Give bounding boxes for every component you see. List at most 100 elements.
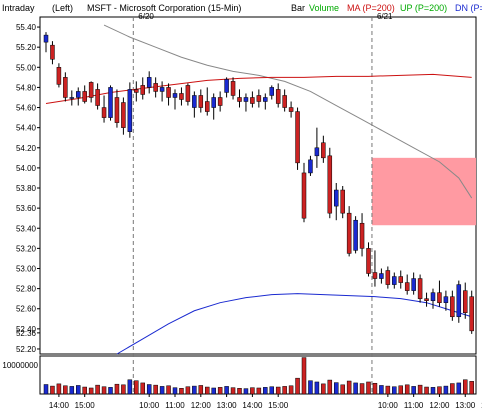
volume-bar bbox=[327, 379, 333, 395]
candle-body bbox=[263, 97, 268, 102]
time-tick-label: 13:00 bbox=[455, 401, 476, 410]
candle-body bbox=[385, 270, 391, 285]
price-tick-label: 53.00 bbox=[16, 264, 37, 273]
volume-bar bbox=[404, 384, 410, 395]
candle-body bbox=[359, 222, 365, 249]
candle-body bbox=[172, 93, 178, 98]
volume-bar bbox=[443, 385, 449, 395]
candle-body bbox=[205, 101, 210, 112]
date-marker-label: 6/21 bbox=[377, 12, 393, 21]
candle-body bbox=[63, 77, 68, 98]
price-tick-label: 52.80 bbox=[16, 285, 37, 294]
candle-body bbox=[243, 97, 249, 102]
volume-bar bbox=[166, 385, 171, 395]
price-tick-label: 52.36 bbox=[16, 329, 37, 338]
candle-body bbox=[69, 97, 75, 99]
volume-bar bbox=[69, 386, 75, 395]
volume-bar bbox=[95, 384, 100, 395]
upper-band-line bbox=[103, 24, 473, 199]
volume-bar bbox=[243, 388, 249, 395]
price-tick-label: 54.40 bbox=[16, 124, 37, 133]
volume-bar bbox=[372, 382, 378, 395]
volume-bar bbox=[43, 384, 49, 395]
candle-body bbox=[153, 83, 158, 92]
volume-bar bbox=[63, 385, 68, 395]
candle-body bbox=[101, 107, 107, 118]
candle-body bbox=[443, 296, 449, 303]
candle-body bbox=[463, 290, 468, 314]
price-tick-label: 52.60 bbox=[16, 305, 37, 314]
zone-rect bbox=[371, 157, 476, 226]
volume-bar bbox=[127, 379, 133, 395]
candle-body bbox=[424, 298, 429, 301]
price-tick-label: 52.40 bbox=[16, 325, 37, 334]
candle-body bbox=[211, 97, 216, 108]
volume-bar bbox=[205, 386, 210, 395]
volume-bar bbox=[314, 381, 320, 395]
volume-bar bbox=[346, 380, 352, 395]
volume-bar bbox=[321, 383, 326, 395]
volume-bar bbox=[301, 357, 307, 395]
candle-body bbox=[430, 292, 436, 301]
price-tick-label: 55.20 bbox=[16, 43, 37, 52]
bar-legend: Bar bbox=[291, 3, 305, 13]
price-tick-label: 54.00 bbox=[16, 164, 37, 173]
volume-bar bbox=[288, 385, 294, 395]
price-tick-label: 53.80 bbox=[16, 184, 37, 193]
up-legend: UP (P=200) bbox=[400, 3, 447, 13]
volume-bar bbox=[108, 387, 113, 395]
candle-body bbox=[121, 102, 126, 128]
volume-bar bbox=[334, 382, 339, 395]
volume-bar bbox=[172, 387, 178, 395]
candle-body bbox=[127, 89, 133, 132]
volume-tick-label: 10000000 bbox=[2, 361, 38, 370]
volume-bar bbox=[114, 383, 120, 395]
volume-bar bbox=[179, 388, 184, 395]
volume-bar bbox=[250, 387, 255, 395]
date-markers: 6/20 6/21 bbox=[138, 12, 393, 21]
candle-body bbox=[275, 89, 281, 104]
volume-bar bbox=[437, 386, 442, 395]
candle-body bbox=[146, 77, 152, 88]
volume-bar bbox=[308, 380, 313, 395]
volume-bar bbox=[379, 385, 384, 395]
price-tick-label: 52.20 bbox=[16, 345, 37, 354]
volume-bar bbox=[159, 386, 165, 395]
volume-bar bbox=[50, 385, 55, 395]
candle-body bbox=[308, 159, 313, 174]
time-tick-label: 14:00 bbox=[49, 401, 70, 410]
candle-body bbox=[192, 95, 197, 108]
candle-body bbox=[114, 97, 120, 123]
volume-bar bbox=[430, 387, 436, 395]
volume-legend: Volume bbox=[309, 3, 339, 13]
candle-body bbox=[450, 296, 455, 318]
volume-bar bbox=[469, 381, 474, 395]
candle-body bbox=[198, 95, 204, 108]
volume-bar bbox=[456, 382, 462, 395]
volume-bar bbox=[153, 384, 158, 395]
time-axis: 14:00 15:00 10:00 11:00 12:00 13:00 14:00 15:00… bbox=[49, 394, 482, 410]
candle-body bbox=[398, 276, 403, 283]
candle-body bbox=[217, 97, 223, 106]
time-tick-label: 15:00 bbox=[268, 401, 289, 410]
time-tick-label: 11:00 bbox=[165, 401, 185, 410]
candle-body bbox=[469, 296, 474, 332]
volume-bar bbox=[211, 387, 216, 395]
volume-bar bbox=[56, 383, 62, 395]
date-marker-label: 6/20 bbox=[138, 12, 154, 21]
candle-body bbox=[82, 91, 87, 102]
dn-legend: DN (P=200) bbox=[455, 3, 482, 13]
resistance-zone bbox=[371, 157, 476, 226]
candlesticks bbox=[43, 32, 474, 334]
ma-legend: MA (P=200) bbox=[347, 3, 395, 13]
volume-bar bbox=[185, 386, 191, 395]
volume-bar bbox=[192, 385, 197, 395]
volume-bar bbox=[263, 387, 268, 395]
candle-body bbox=[159, 87, 165, 92]
volume-bar bbox=[359, 383, 365, 395]
time-tick-label: 12:00 bbox=[429, 401, 450, 410]
candle-body bbox=[224, 79, 229, 93]
candle-body bbox=[237, 97, 242, 102]
